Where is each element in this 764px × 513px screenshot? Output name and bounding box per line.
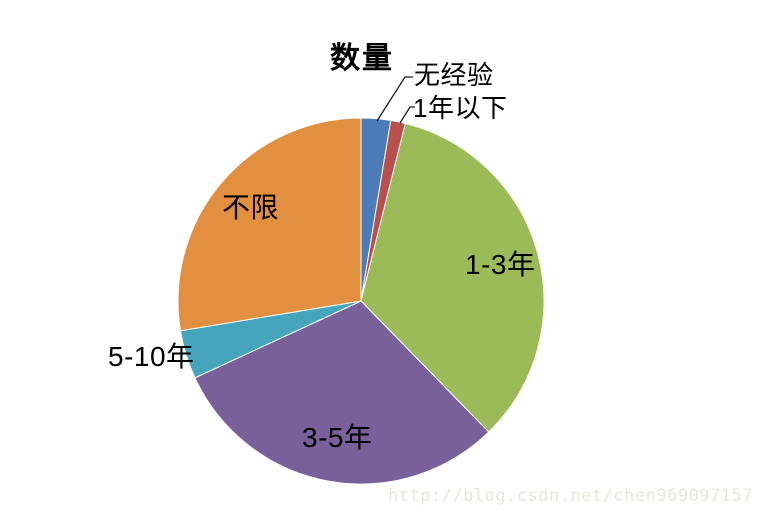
- slice-label-no-experience: 无经验: [414, 60, 494, 90]
- watermark-url: http://blog.csdn.net/chen969097157: [388, 486, 753, 506]
- slice-label-3-5-years: 3-5年: [302, 422, 373, 453]
- leader-line-under-1-year: [399, 106, 415, 124]
- pie-slices: [177, 117, 545, 485]
- slice-label-5-10-years: 5-10年: [108, 341, 195, 372]
- slice-label-under-1-year: 1年以下: [413, 93, 508, 123]
- chart-title: 数量: [330, 42, 394, 75]
- slice-label-1-3-years: 1-3年: [465, 249, 536, 280]
- pie-slice-3: [194, 300, 490, 485]
- pie-slice-2: [360, 122, 545, 433]
- leader-line-no-experience: [376, 76, 413, 122]
- slice-label-unlimited: 不限: [222, 192, 280, 223]
- pie-slice-5: [177, 117, 362, 332]
